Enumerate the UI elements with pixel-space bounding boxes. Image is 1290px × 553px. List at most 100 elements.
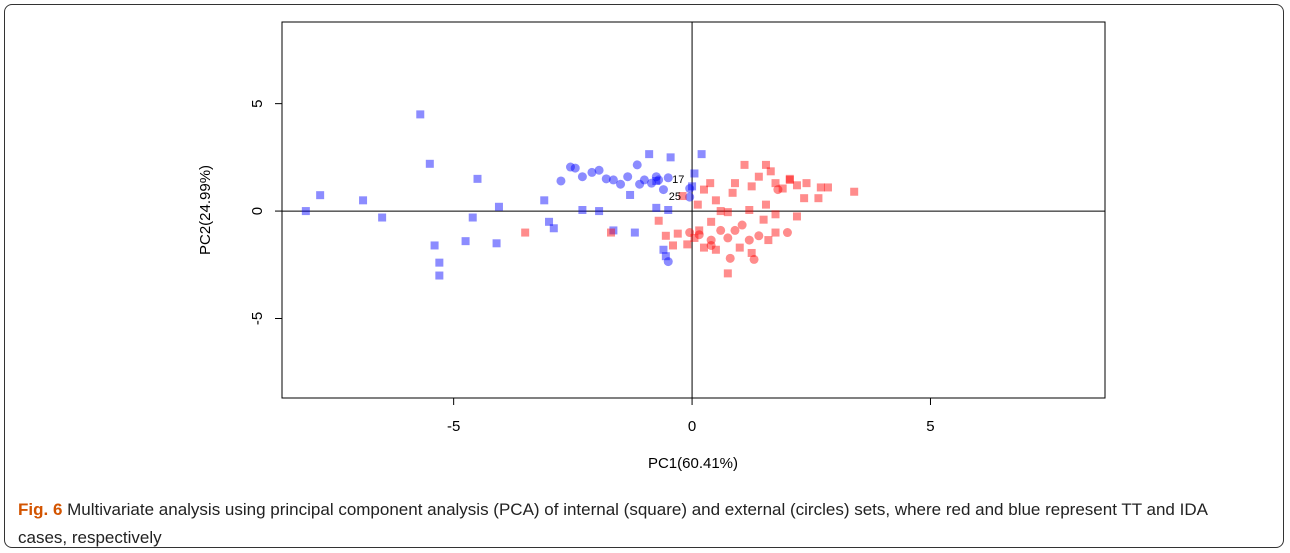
point-square	[792, 212, 801, 221]
point-circle	[706, 235, 716, 245]
point-circle	[608, 175, 618, 185]
x-tick-label: -5	[447, 418, 460, 435]
point-square	[761, 200, 770, 209]
point-circle	[556, 176, 566, 186]
point-circle	[782, 228, 792, 238]
point-circle	[716, 225, 726, 235]
point-square	[688, 182, 697, 191]
point-square	[728, 188, 737, 197]
point-circle	[635, 179, 645, 189]
point-circle	[616, 179, 626, 189]
plot-box	[281, 21, 1106, 399]
y-tick-label: 0	[249, 207, 266, 215]
point-circle	[723, 233, 733, 243]
y-tick-label: -5	[249, 312, 266, 325]
point-square	[578, 206, 587, 214]
point-circle	[570, 163, 580, 173]
point-circle	[773, 185, 783, 195]
x-tick-label: 5	[926, 418, 934, 435]
point-circle	[725, 253, 735, 263]
point-circle	[730, 225, 740, 235]
point-square	[659, 245, 668, 254]
point-circle	[685, 228, 695, 238]
point-circle	[706, 240, 716, 250]
y-tick-label: 5	[249, 99, 266, 107]
point-circle	[587, 167, 597, 177]
point-square	[771, 210, 780, 219]
point-square	[609, 226, 618, 235]
point-square	[747, 248, 756, 257]
point-square	[545, 217, 554, 226]
point-square	[654, 216, 663, 225]
point-square	[494, 202, 503, 211]
point-square	[771, 228, 780, 237]
point-square	[706, 179, 715, 188]
point-square	[754, 172, 763, 181]
point-circle	[651, 172, 661, 182]
x-tick-label: 0	[688, 418, 696, 435]
point-square	[764, 236, 773, 245]
point-circle	[658, 185, 668, 195]
y-axis-label: PC2(24.99%)	[197, 165, 214, 255]
point-circle	[601, 174, 611, 184]
point-square	[645, 150, 654, 159]
x-axis-label: PC1(60.41%)	[648, 455, 738, 472]
point-square	[416, 110, 425, 119]
point-square	[747, 182, 756, 191]
point-square	[778, 184, 787, 193]
point-circle	[577, 172, 587, 182]
point-square	[711, 196, 720, 205]
point-circle	[749, 254, 759, 264]
point-square	[792, 181, 801, 190]
point-square	[678, 192, 687, 201]
point-square	[723, 208, 732, 217]
point-circle	[737, 220, 747, 230]
figure-frame	[4, 4, 1284, 548]
point-square	[785, 175, 794, 184]
point-square	[850, 187, 859, 196]
point-square	[697, 150, 706, 159]
chart: PC1(60.41%) PC2(24.99%) -5 0 5 -5 0 5 17 25	[197, 21, 1106, 472]
point-square	[816, 183, 825, 192]
point-square	[666, 153, 675, 162]
point-square	[301, 207, 310, 216]
point-circle	[754, 231, 764, 241]
point-square	[707, 217, 716, 226]
point-square	[723, 269, 732, 278]
point-square	[661, 252, 670, 261]
point-square	[359, 196, 368, 205]
point-square	[823, 183, 832, 192]
point-square	[699, 243, 708, 252]
point-square	[745, 206, 754, 214]
point-square	[461, 237, 470, 246]
point-square	[699, 185, 708, 194]
point-square	[661, 231, 670, 240]
point-square	[740, 160, 749, 169]
point-circle	[654, 175, 664, 185]
point-square	[626, 190, 635, 199]
point-square	[521, 228, 530, 237]
point-square	[711, 245, 720, 254]
point-square	[695, 226, 704, 235]
point-square	[652, 203, 661, 212]
point-square	[683, 240, 692, 249]
point-square	[785, 174, 794, 183]
point-square	[730, 179, 739, 188]
point-square	[814, 194, 823, 203]
point-square	[630, 228, 639, 237]
point-square	[766, 167, 775, 176]
point-circle	[623, 172, 633, 182]
point-square	[468, 213, 477, 222]
point-annotation: 25	[669, 191, 681, 203]
point-square	[690, 233, 699, 242]
point-square	[664, 206, 673, 214]
caption: Fig. 6 Multivariate analysis using princ…	[18, 496, 1258, 552]
point-circle	[647, 178, 657, 188]
point-square	[607, 228, 616, 237]
point-square	[761, 160, 770, 169]
point-square	[595, 207, 604, 216]
point-square	[473, 174, 482, 183]
point-annotation: 17	[672, 174, 684, 186]
point-square	[435, 271, 444, 280]
